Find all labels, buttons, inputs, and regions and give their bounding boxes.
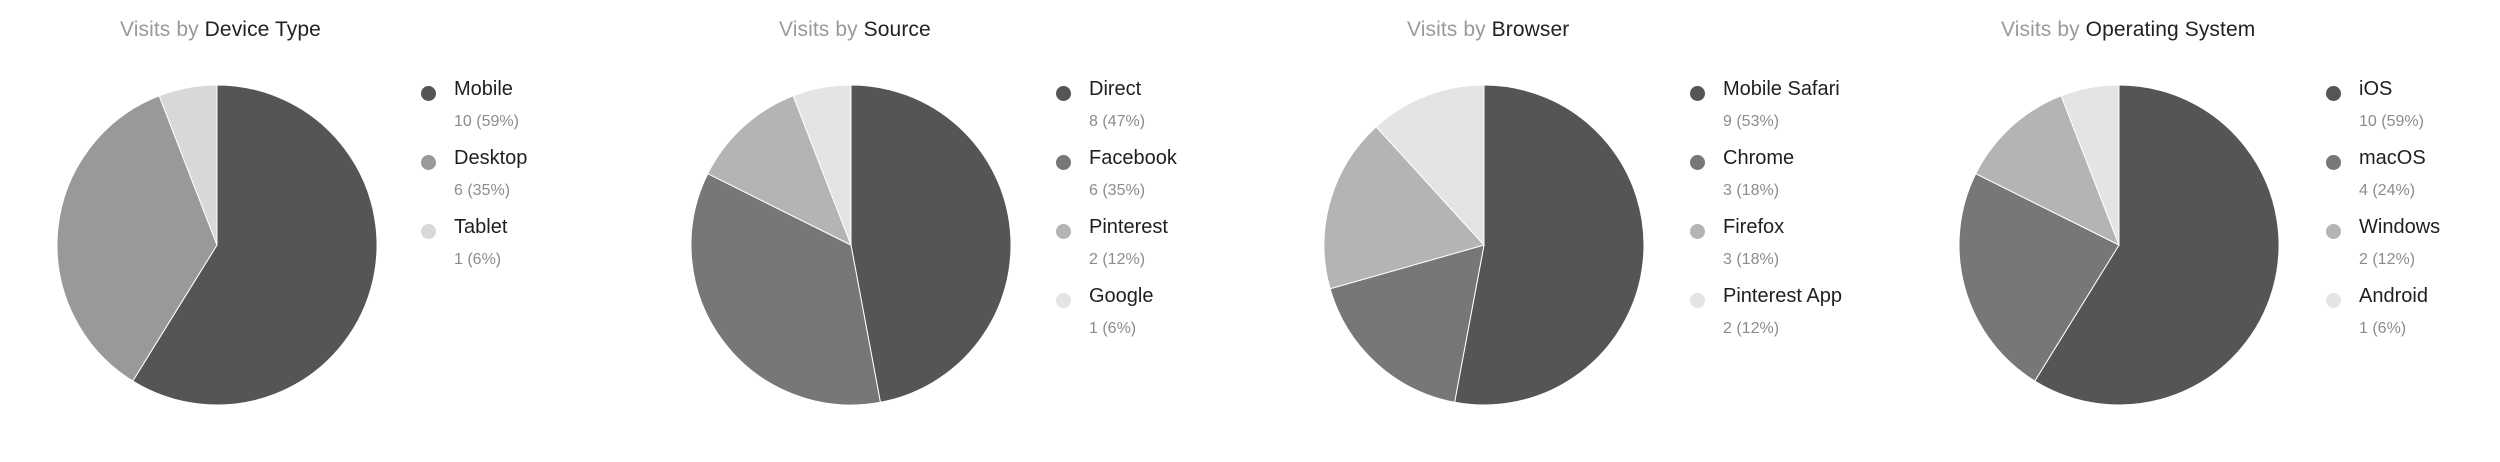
legend-value: 6 (35%)	[1089, 182, 1146, 199]
legend-item: macOS 4 (24%)	[2326, 147, 2500, 216]
chart-title-prefix: Visits by	[120, 18, 199, 41]
chart-title-prefix: Visits by	[779, 18, 858, 41]
legend-swatch	[421, 155, 436, 170]
legend-label: iOS	[2359, 78, 2393, 100]
chart-panel-source: Visits by Source Direct 8 (47%) Facebook…	[635, 0, 1195, 462]
legend-item: Direct 8 (47%)	[1056, 78, 1306, 147]
legend-item: Pinterest 2 (12%)	[1056, 216, 1306, 285]
legend-value: 2 (12%)	[1723, 320, 1780, 337]
legend-item: Desktop 6 (35%)	[421, 147, 671, 216]
legend-value: 1 (6%)	[454, 251, 502, 268]
legend-value: 10 (59%)	[454, 113, 519, 130]
legend-value: 3 (18%)	[1723, 251, 1780, 268]
chart-title-dimension: Operating System	[2085, 18, 2256, 41]
pie-slice-ios	[2034, 84, 2280, 406]
legend-swatch	[421, 224, 436, 239]
pie-slice-mobile-safari	[1454, 84, 1645, 406]
legend-value: 1 (6%)	[1089, 320, 1137, 337]
pie-slice-chrome	[1329, 244, 1485, 403]
pie-slice-direct	[850, 84, 1012, 403]
legend-value: 10 (59%)	[2359, 113, 2424, 130]
chart-title: Visits by Operating System	[2001, 18, 2255, 42]
legend-browser: Mobile Safari 9 (53%) Chrome 3 (18%) Fir…	[1690, 78, 1940, 354]
pie-slice-pinterest	[707, 95, 852, 247]
legend-swatch	[1056, 224, 1071, 239]
legend-item: Tablet 1 (6%)	[421, 216, 671, 285]
legend-item: Chrome 3 (18%)	[1690, 147, 1940, 216]
legend-item: iOS 10 (59%)	[2326, 78, 2500, 147]
legend-item: Facebook 6 (35%)	[1056, 147, 1306, 216]
legend-label: Windows	[2359, 216, 2441, 238]
legend-item: Firefox 3 (18%)	[1690, 216, 1940, 285]
legend-swatch	[1056, 155, 1071, 170]
pie-slice-firefox	[1323, 126, 1485, 290]
legend-value: 9 (53%)	[1723, 113, 1780, 130]
legend-item: Mobile 10 (59%)	[421, 78, 671, 147]
pie-chart-source	[690, 84, 1012, 406]
pie-slice-google	[792, 84, 852, 246]
pie-slice-mobile	[132, 84, 378, 406]
legend-label: Pinterest App	[1723, 285, 1842, 307]
chart-title-dimension: Source	[863, 18, 931, 41]
legend-value: 2 (12%)	[2359, 251, 2416, 268]
legend-value: 3 (18%)	[1723, 182, 1780, 199]
legend-label: Direct	[1089, 78, 1142, 100]
pie-slice-desktop	[56, 95, 218, 382]
legend-value: 6 (35%)	[454, 182, 511, 199]
chart-title: Visits by Device Type	[120, 18, 321, 42]
legend-label: Facebook	[1089, 147, 1177, 169]
legend-item: Windows 2 (12%)	[2326, 216, 2500, 285]
chart-panel-browser: Visits by Browser Mobile Safari 9 (53%) …	[1268, 0, 1842, 462]
legend-item: Pinterest App 2 (12%)	[1690, 285, 1940, 354]
legend-swatch	[1690, 224, 1705, 239]
legend-label: Mobile Safari	[1723, 78, 1840, 100]
legend-swatch	[2326, 155, 2341, 170]
chart-title-prefix: Visits by	[1407, 18, 1486, 41]
legend-source: Direct 8 (47%) Facebook 6 (35%) Pinteres…	[1056, 78, 1306, 354]
legend-swatch	[1690, 86, 1705, 101]
chart-panel-operating-system: Visits by Operating System iOS 10 (59%) …	[1904, 0, 2464, 462]
legend-value: 8 (47%)	[1089, 113, 1146, 130]
pie-slice-facebook	[690, 173, 881, 406]
legend-item: Mobile Safari 9 (53%)	[1690, 78, 1940, 147]
pie-slice-windows	[1975, 95, 2120, 247]
legend-value: 4 (24%)	[2359, 182, 2416, 199]
legend-label: Google	[1089, 285, 1154, 307]
pie-chart-operating-system	[1958, 84, 2280, 406]
chart-title-dimension: Browser	[1491, 18, 1570, 41]
legend-label: Firefox	[1723, 216, 1785, 238]
legend-swatch	[421, 86, 436, 101]
legend-item: Android 1 (6%)	[2326, 285, 2500, 354]
legend-label: Mobile	[454, 78, 513, 100]
pie-slice-android	[2060, 84, 2120, 246]
legend-swatch	[2326, 86, 2341, 101]
legend-swatch	[2326, 224, 2341, 239]
legend-label: macOS	[2359, 147, 2426, 169]
legend-label: Tablet	[454, 216, 508, 238]
chart-title: Visits by Browser	[1407, 18, 1569, 42]
legend-swatch	[1056, 86, 1071, 101]
pie-slice-pinterest-app	[1375, 84, 1485, 247]
legend-value: 1 (6%)	[2359, 320, 2407, 337]
legend-swatch	[1056, 293, 1071, 308]
chart-panel-device-type: Visits by Device Type Mobile 10 (59%) De…	[0, 0, 560, 462]
legend-label: Chrome	[1723, 147, 1795, 169]
chart-title-prefix: Visits by	[2001, 18, 2080, 41]
legend-label: Pinterest	[1089, 216, 1168, 238]
legend-value: 2 (12%)	[1089, 251, 1146, 268]
pie-slice-tablet	[158, 84, 218, 246]
legend-operating-system: iOS 10 (59%) macOS 4 (24%) Windows 2 (12…	[2326, 78, 2500, 354]
legend-swatch	[1690, 293, 1705, 308]
legend-swatch	[2326, 293, 2341, 308]
legend-device-type: Mobile 10 (59%) Desktop 6 (35%) Tablet 1…	[421, 78, 671, 285]
legend-label: Android	[2359, 285, 2428, 307]
pie-chart-browser	[1323, 84, 1645, 406]
chart-title-dimension: Device Type	[204, 18, 321, 41]
pie-chart-device-type	[56, 84, 378, 406]
legend-item: Google 1 (6%)	[1056, 285, 1306, 354]
legend-label: Desktop	[454, 147, 528, 169]
chart-title: Visits by Source	[779, 18, 931, 42]
legend-swatch	[1690, 155, 1705, 170]
